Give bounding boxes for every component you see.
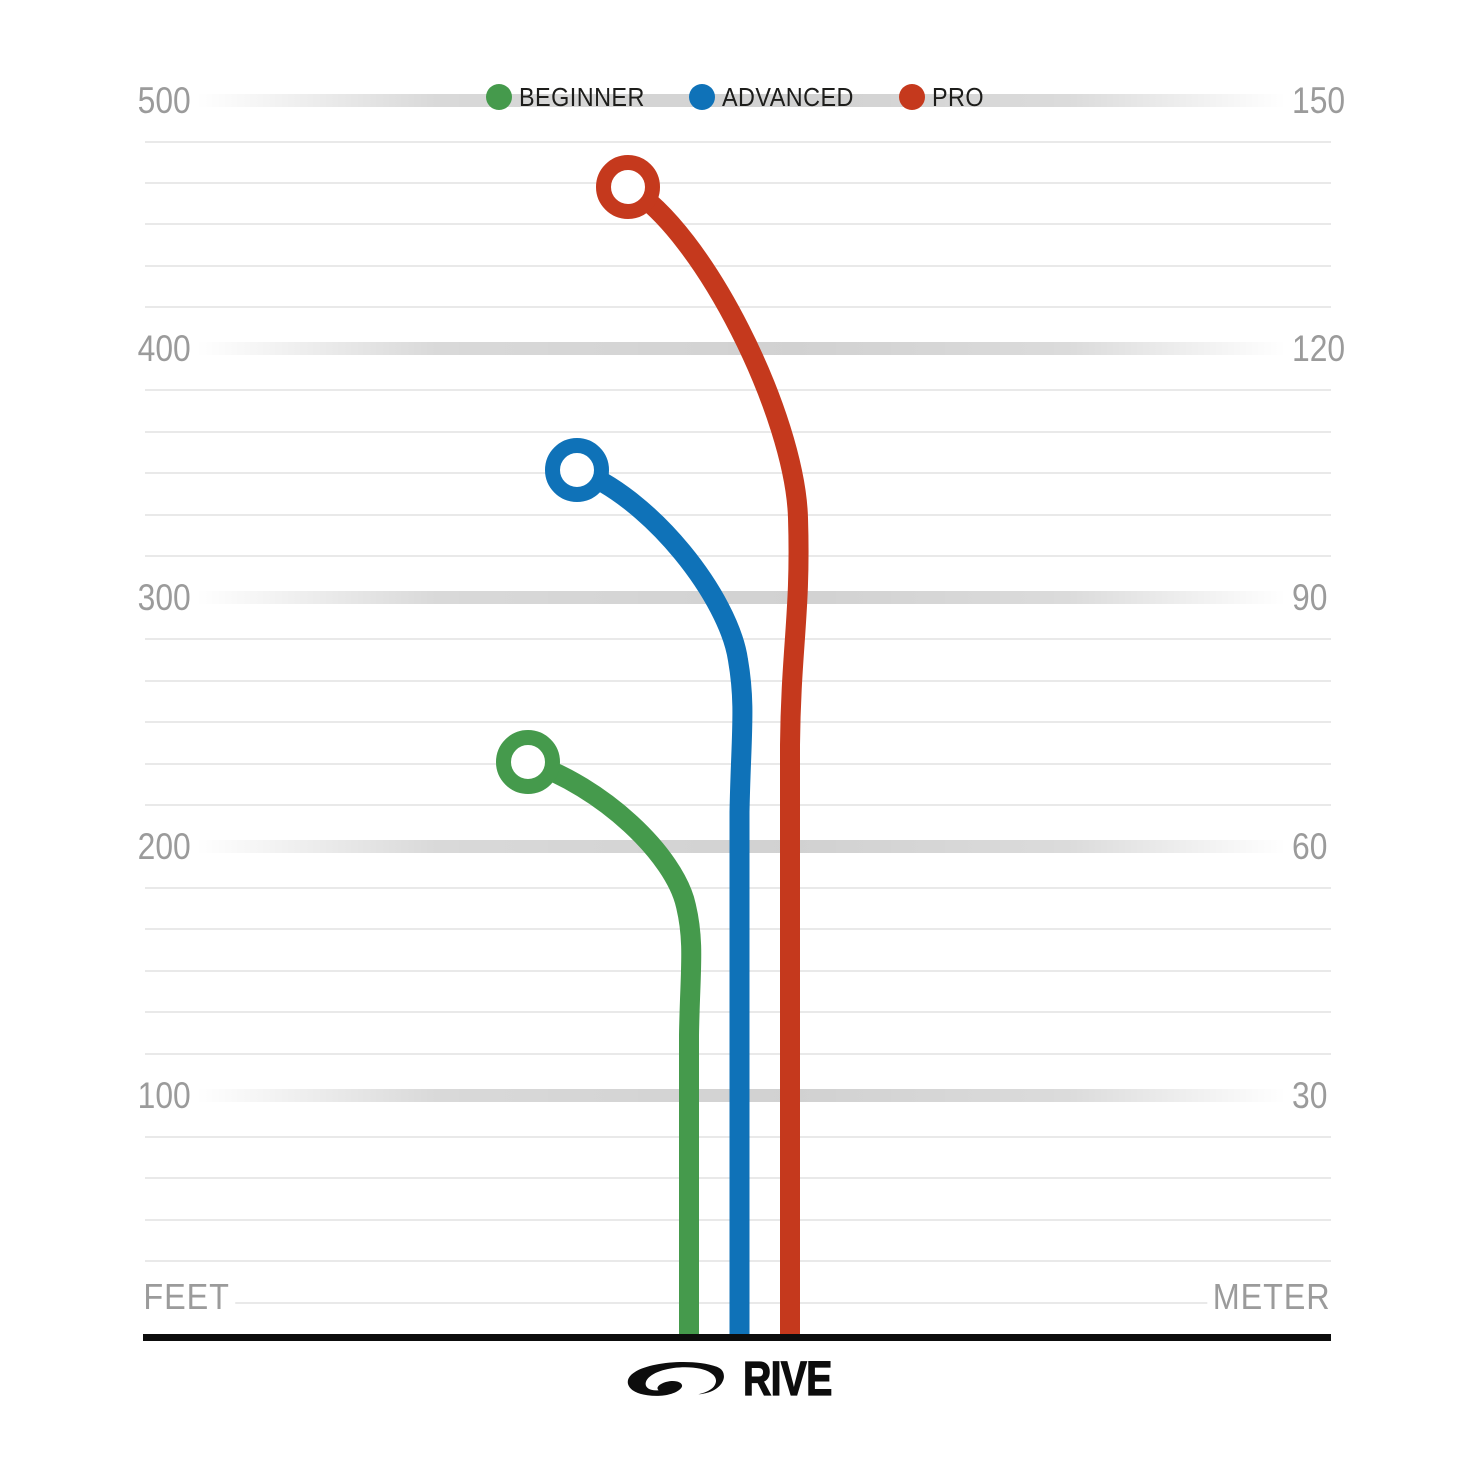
- minor-gridline: [145, 555, 1331, 558]
- meter-tick-label: 30: [1292, 1074, 1328, 1116]
- meter-tick-label: 150: [1292, 79, 1346, 121]
- minor-gridline: [145, 472, 1331, 475]
- legend-item-pro: PRO: [898, 82, 990, 112]
- flight-path-advanced: [573, 460, 753, 1336]
- landing-marker-pro: [596, 155, 660, 219]
- minor-gridline: [145, 264, 1331, 267]
- meter-tick-label: 60: [1292, 825, 1328, 867]
- minor-gridline: [145, 140, 1331, 143]
- feet-tick-label: 200: [137, 825, 191, 867]
- flight-path-pro: [622, 178, 809, 1336]
- landing-marker-beginner: [496, 730, 560, 794]
- feet-tick-label: 100: [137, 1074, 191, 1116]
- swoosh-icon: [627, 1362, 724, 1396]
- meter-tick-label: 120: [1292, 328, 1346, 370]
- major-gridline: [196, 93, 1286, 107]
- minor-gridline: [145, 223, 1331, 226]
- legend-dot-icon: [689, 84, 716, 110]
- legend-dot-icon: [898, 84, 925, 110]
- minor-gridline: [145, 430, 1331, 433]
- minor-gridline: [145, 513, 1331, 516]
- legend-item-beginner: BEGINNER: [486, 84, 659, 110]
- disc-name: RIVE: [742, 1353, 832, 1406]
- ground-baseline: [143, 1334, 1331, 1341]
- legend-item-advanced: ADVANCED: [689, 84, 869, 110]
- meter-tick-label: 90: [1292, 577, 1328, 619]
- feet-axis-unit-label: FEET: [138, 1279, 236, 1315]
- brand-logo: RIVE: [0, 1353, 1476, 1406]
- major-gridline: [196, 591, 1286, 605]
- landing-marker-advanced: [545, 438, 609, 502]
- legend-label: BEGINNER: [519, 82, 646, 112]
- feet-tick-label: 500: [137, 79, 191, 121]
- legend: BEGINNER ADVANCED PRO: [0, 84, 1476, 110]
- feet-tick-label: 400: [137, 328, 191, 370]
- minor-gridline: [145, 181, 1331, 184]
- feet-tick-label: 300: [137, 577, 191, 619]
- meter-axis-unit-label: METER: [1207, 1279, 1336, 1315]
- legend-label: ADVANCED: [722, 82, 855, 112]
- minor-gridline: [145, 389, 1331, 392]
- legend-dot-icon: [486, 84, 513, 110]
- legend-label: PRO: [931, 82, 984, 112]
- flight-path-beginner: [524, 752, 702, 1336]
